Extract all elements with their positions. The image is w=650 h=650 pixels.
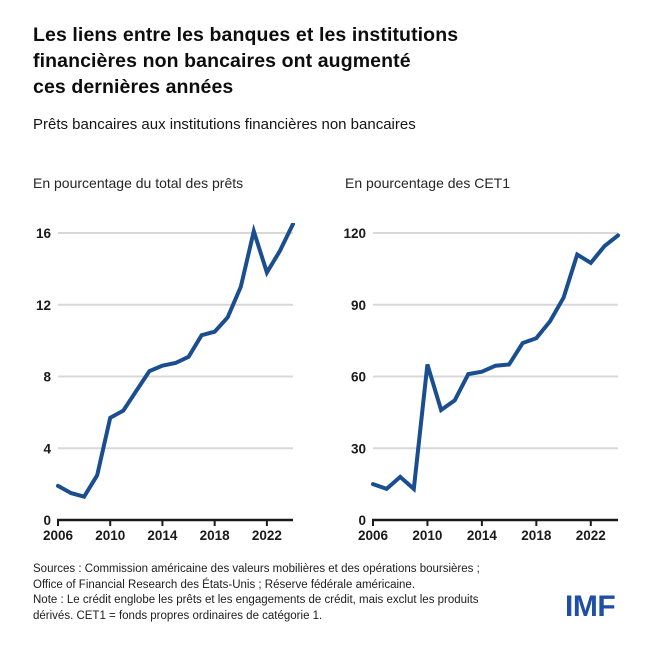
source-line-2: Office of Financial Research des États-U… <box>33 578 416 591</box>
source-line-1: Sources : Commission américaine des vale… <box>33 563 480 575</box>
chart-share-of-cet1: 0 30 60 90 120 2006 2010 2014 2018 2022 <box>325 223 620 548</box>
note-line-2: dérivés. CET1 = fonds propres ordinaires… <box>33 609 323 622</box>
title-line-2: financières non bancaires ont augmenté <box>33 50 411 72</box>
x-tick-label: 2018 <box>200 528 231 543</box>
data-line <box>371 233 620 493</box>
x-tick-label: 2010 <box>412 528 442 543</box>
y-tick-label: 120 <box>343 226 366 241</box>
x-tick-label: 2014 <box>467 528 498 543</box>
data-line <box>56 222 295 500</box>
chart-share-of-total-loans: 0 4 8 12 16 2006 2010 2014 2018 2022 <box>10 222 295 548</box>
x-tick-label: 2018 <box>521 528 552 543</box>
chart-svg: 0 4 8 12 16 2006 2010 2014 2018 2022 <box>36 222 295 543</box>
note-line-1: Note : Le crédit englobe les prêts et le… <box>33 594 479 606</box>
y-tick-label: 16 <box>36 226 52 241</box>
title-line-1: Les liens entre les banques et les insti… <box>33 24 459 46</box>
y-tick-label: 60 <box>351 370 366 385</box>
y-tick-label: 0 <box>358 513 366 528</box>
imf-logo: IMF <box>565 590 616 623</box>
y-tick-label: 30 <box>351 441 366 456</box>
x-tick-label: 2006 <box>358 528 389 543</box>
x-tick-label: 2006 <box>43 528 74 543</box>
page-title: Les liens entre les banques et les insti… <box>33 22 613 100</box>
y-tick-label: 4 <box>43 441 51 456</box>
y-tick-label: 8 <box>43 370 51 385</box>
source-note: Sources : Commission américaine des vale… <box>33 562 553 624</box>
x-tick-label: 2022 <box>576 528 606 543</box>
figure-subtitle: Prêts bancaires aux institutions financi… <box>33 116 416 133</box>
left-chart-title: En pourcentage du total des prêts <box>33 175 244 191</box>
title-line-3: ces dernières années <box>33 76 234 98</box>
x-tick-label: 2010 <box>95 528 125 543</box>
x-tick-label: 2022 <box>252 528 282 543</box>
x-tick-label: 2014 <box>147 528 178 543</box>
chart-svg: 0 30 60 90 120 2006 2010 2014 2018 2022 <box>343 226 620 543</box>
y-tick-label: 90 <box>351 298 366 313</box>
y-tick-label: 12 <box>36 298 51 313</box>
right-chart-title: En pourcentage des CET1 <box>345 175 510 191</box>
figure-header: Les liens entre les banques et les insti… <box>33 22 613 100</box>
y-tick-label: 0 <box>43 513 51 528</box>
